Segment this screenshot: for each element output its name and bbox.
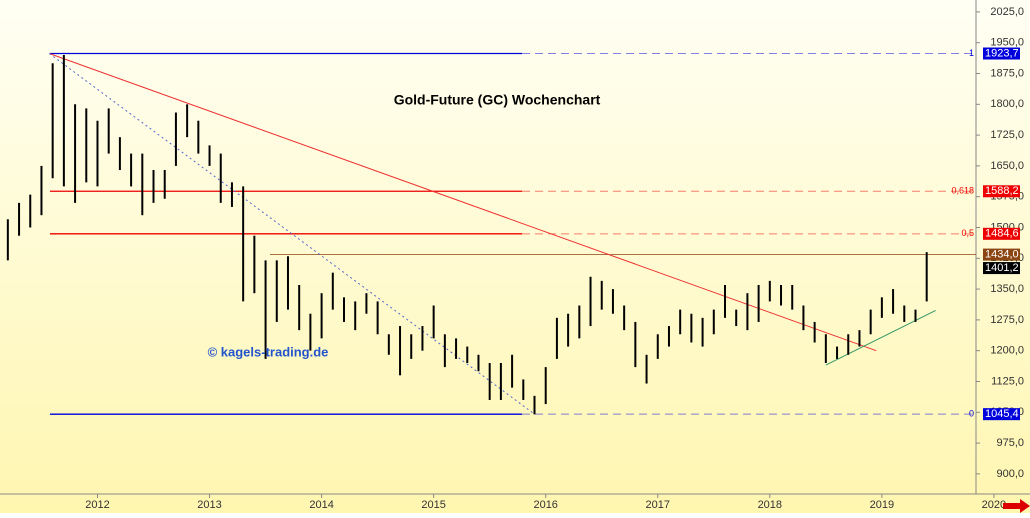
x-tick-label: 2014	[309, 499, 333, 511]
y-tick-label: 1200,0	[990, 345, 1024, 357]
price-label: 1588,2	[985, 185, 1019, 197]
trendline	[49, 53, 535, 415]
y-tick-label: 1350,0	[990, 283, 1024, 295]
price-box	[983, 185, 1020, 198]
price-box	[983, 227, 1020, 240]
price-box	[983, 408, 1020, 421]
x-tick-label: 2013	[197, 499, 221, 511]
y-tick-label: 900,0	[996, 468, 1024, 480]
trendline	[49, 53, 877, 352]
price-label: 1434,0	[985, 249, 1019, 261]
y-tick-label: 1875,0	[990, 67, 1024, 79]
price-box	[983, 47, 1020, 60]
y-tick-label: 2025,0	[990, 6, 1024, 18]
x-tick-label: 2012	[85, 499, 109, 511]
y-tick-label: 1125,0	[991, 375, 1024, 387]
trendline	[825, 309, 936, 366]
x-tick-label: 2016	[533, 499, 557, 511]
price-label: 1484,6	[985, 228, 1019, 240]
scroll-arrow	[1003, 499, 1030, 513]
chart-title: Gold-Future (GC) Wochenchart	[394, 92, 601, 108]
price-label: 1045,4	[985, 408, 1019, 420]
x-tick-label: 2017	[646, 499, 670, 511]
price-label: 1923,7	[985, 47, 1019, 59]
fib-label: 0,618	[951, 186, 974, 196]
x-tick-label: 2020	[982, 499, 1006, 511]
y-tick-label: 1650,0	[990, 160, 1024, 172]
x-tick-label: 2015	[421, 499, 445, 511]
fib-label: 1	[969, 48, 974, 58]
y-tick-label: 975,0	[996, 437, 1024, 449]
watermark: © kagels-trading.de	[208, 344, 329, 359]
y-tick-label: 1725,0	[990, 129, 1024, 141]
y-tick-label: 1950,0	[990, 37, 1024, 49]
price-box	[983, 262, 1020, 275]
y-tick-label: 1275,0	[990, 314, 1024, 326]
fib-label: 0,5	[961, 228, 974, 238]
price-box	[983, 248, 1020, 261]
fib-label: 0	[969, 409, 974, 419]
x-tick-label: 2018	[758, 499, 782, 511]
x-tick-label: 2019	[870, 499, 894, 511]
y-tick-label: 1800,0	[990, 98, 1024, 110]
price-label: 1401,2	[985, 262, 1019, 274]
